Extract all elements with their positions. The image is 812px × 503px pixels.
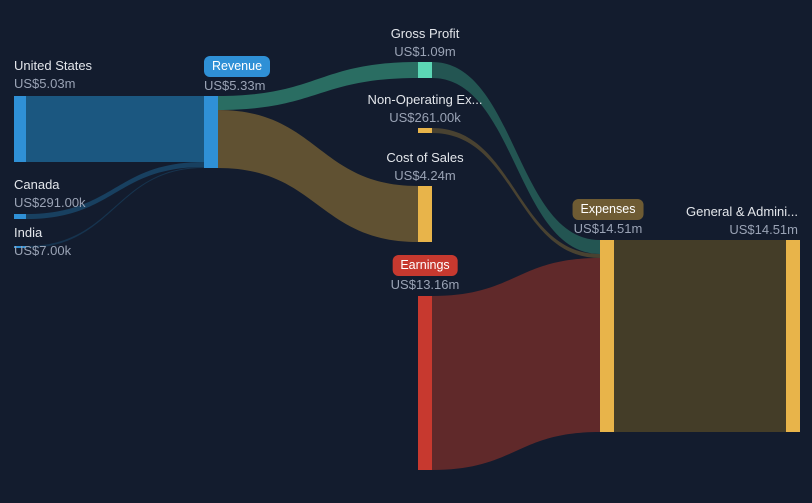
node-title-expenses: Expenses [573,199,644,220]
node-title-cost_of_sales: Cost of Sales [386,149,463,167]
node-title-earnings: Earnings [391,255,460,276]
node-label-united_states: United StatesUS$5.03m [14,57,92,92]
node-label-canada: CanadaUS$291.00k [14,176,86,211]
node-value-revenue: US$5.33m [204,77,270,95]
sankey-node-gross_profit[interactable] [418,62,432,78]
node-label-earnings: EarningsUS$13.16m [391,255,460,293]
node-value-general_admin: US$14.51m [686,221,798,239]
sankey-chart [0,0,812,503]
node-pill-revenue: Revenue [204,56,270,77]
node-pill-expenses: Expenses [573,199,644,220]
sankey-node-canada[interactable] [14,214,26,219]
node-value-united_states: US$5.03m [14,75,92,93]
node-value-expenses: US$14.51m [573,220,644,238]
sankey-node-united_states[interactable] [14,96,26,162]
node-value-india: US$7.00k [14,242,71,260]
node-title-general_admin: General & Admini... [686,203,798,221]
node-label-general_admin: General & Admini...US$14.51m [686,203,798,238]
node-title-united_states: United States [14,57,92,75]
node-value-earnings: US$13.16m [391,276,460,294]
node-title-non_op: Non-Operating Ex... [368,91,483,109]
sankey-node-revenue[interactable] [204,96,218,168]
node-value-canada: US$291.00k [14,194,86,212]
sankey-node-expenses[interactable] [600,240,614,432]
sankey-node-general_admin[interactable] [786,240,800,432]
node-label-revenue: RevenueUS$5.33m [204,56,270,94]
sankey-node-earnings[interactable] [418,296,432,470]
sankey-node-non_op[interactable] [418,128,432,133]
node-title-gross_profit: Gross Profit [391,25,460,43]
node-label-non_op: Non-Operating Ex...US$261.00k [368,91,483,126]
sankey-node-cost_of_sales[interactable] [418,186,432,242]
node-title-revenue: Revenue [204,56,270,77]
node-value-non_op: US$261.00k [368,109,483,127]
node-label-expenses: ExpensesUS$14.51m [573,199,644,237]
node-value-gross_profit: US$1.09m [391,43,460,61]
node-title-india: India [14,224,71,242]
node-label-gross_profit: Gross ProfitUS$1.09m [391,25,460,60]
node-pill-earnings: Earnings [392,255,457,276]
node-title-canada: Canada [14,176,86,194]
node-label-cost_of_sales: Cost of SalesUS$4.24m [386,149,463,184]
sankey-link [26,96,204,162]
node-value-cost_of_sales: US$4.24m [386,167,463,185]
node-label-india: IndiaUS$7.00k [14,224,71,259]
sankey-link [614,240,786,432]
